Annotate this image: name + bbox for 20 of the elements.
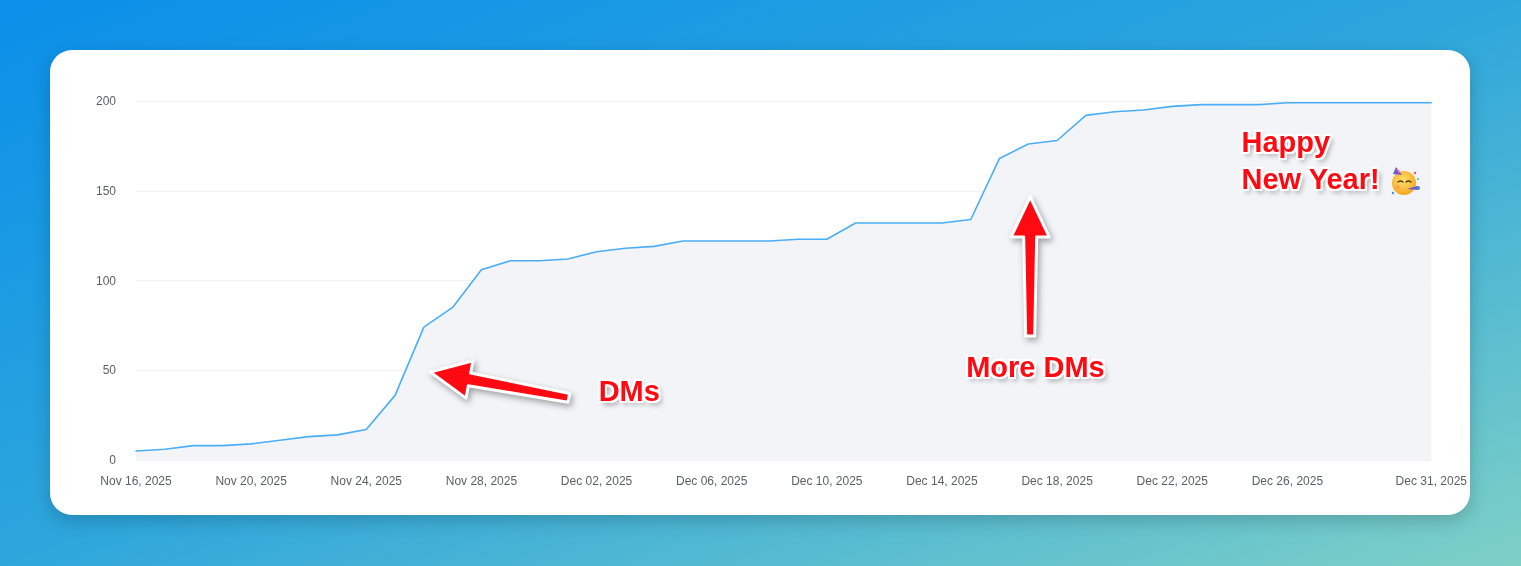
- x-tick-label: Dec 02, 2025: [560, 474, 633, 488]
- x-tick-label: Nov 24, 2025: [330, 474, 403, 488]
- x-tick-label: Dec 22, 2025: [1136, 474, 1209, 488]
- x-tick-label: Dec 14, 2025: [906, 474, 978, 488]
- y-tick-label: 200: [95, 94, 117, 108]
- x-tick-label: Nov 28, 2025: [445, 474, 518, 488]
- x-tick-label: Nov 16, 2025: [100, 474, 173, 488]
- y-tick-label: 100: [95, 273, 117, 288]
- x-tick-label: Dec 18, 2025: [1021, 474, 1094, 488]
- x-tick-label: Nov 20, 2025: [215, 474, 288, 488]
- y-tick-label: 0: [109, 453, 117, 467]
- x-tick-label: Dec 06, 2025: [676, 474, 748, 488]
- x-tick-label: Dec 10, 2025: [791, 474, 863, 488]
- annotation: Happy New Year!: [1241, 125, 1381, 198]
- y-tick-label: 50: [102, 363, 117, 378]
- y-tick-label: 150: [95, 183, 117, 198]
- x-tick-label: Dec 26, 2025: [1251, 474, 1324, 488]
- annotation: More DMs: [966, 349, 1105, 385]
- x-tick-label: Dec 31, 2025: [1395, 474, 1468, 488]
- annotation: DMs: [598, 373, 660, 409]
